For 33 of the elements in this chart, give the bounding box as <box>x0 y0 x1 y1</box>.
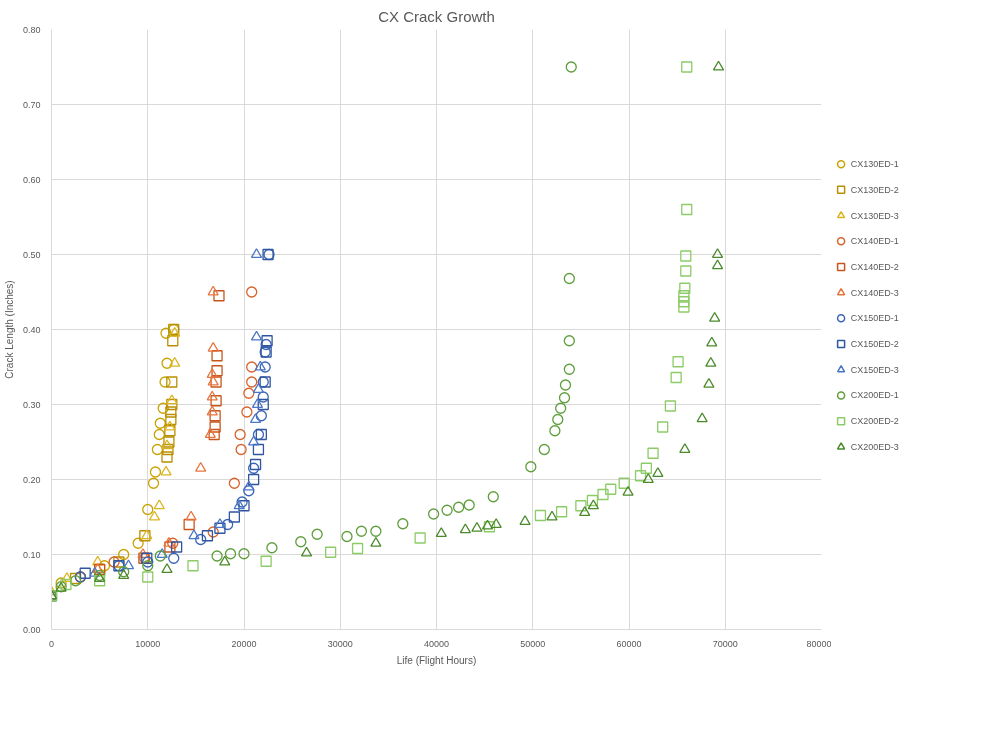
x-tick-label: 0 <box>49 638 55 649</box>
y-tick-label: 0.30 <box>22 399 41 410</box>
y-tick-label: 0.80 <box>22 24 41 35</box>
legend-label: CX150ED-1 <box>850 313 899 324</box>
x-tick-label: 60000 <box>616 638 642 649</box>
x-tick-label: 40000 <box>423 638 450 649</box>
y-tick-label: 0.60 <box>22 174 41 185</box>
legend-label: CX140ED-1 <box>850 236 899 247</box>
chart-title: CX Crack Growth <box>378 7 495 25</box>
legend-label: CX200ED-3 <box>850 441 899 452</box>
y-tick-label: 0.50 <box>22 249 41 260</box>
legend-label: CX130ED-3 <box>850 210 899 221</box>
x-tick-label: 50000 <box>520 638 546 649</box>
y-tick-label: 0.40 <box>22 324 41 335</box>
y-axis-title: Crack Length (Inches) <box>3 280 15 379</box>
y-tick-label: 0.70 <box>22 99 41 110</box>
y-tick-label: 0.00 <box>22 624 41 635</box>
y-tick-label: 0.10 <box>22 549 41 560</box>
x-axis-title: Life (Flight Hours) <box>396 654 477 666</box>
legend-label: CX130ED-1 <box>850 159 899 170</box>
x-tick-label: 80000 <box>806 638 832 649</box>
legend-label: CX140ED-3 <box>850 287 899 298</box>
legend-label: CX140ED-2 <box>850 261 899 272</box>
legend-label: CX150ED-3 <box>850 364 899 375</box>
x-tick-label: 70000 <box>712 638 738 649</box>
x-tick-label: 10000 <box>135 638 161 649</box>
y-tick-label: 0.20 <box>22 474 41 485</box>
legend-label: CX200ED-1 <box>850 390 899 401</box>
legend-label: CX130ED-2 <box>850 184 899 195</box>
legend-label: CX150ED-2 <box>850 339 899 350</box>
legend-label: CX200ED-2 <box>850 416 899 427</box>
x-tick-label: 20000 <box>231 638 257 649</box>
x-tick-label: 30000 <box>327 638 353 649</box>
